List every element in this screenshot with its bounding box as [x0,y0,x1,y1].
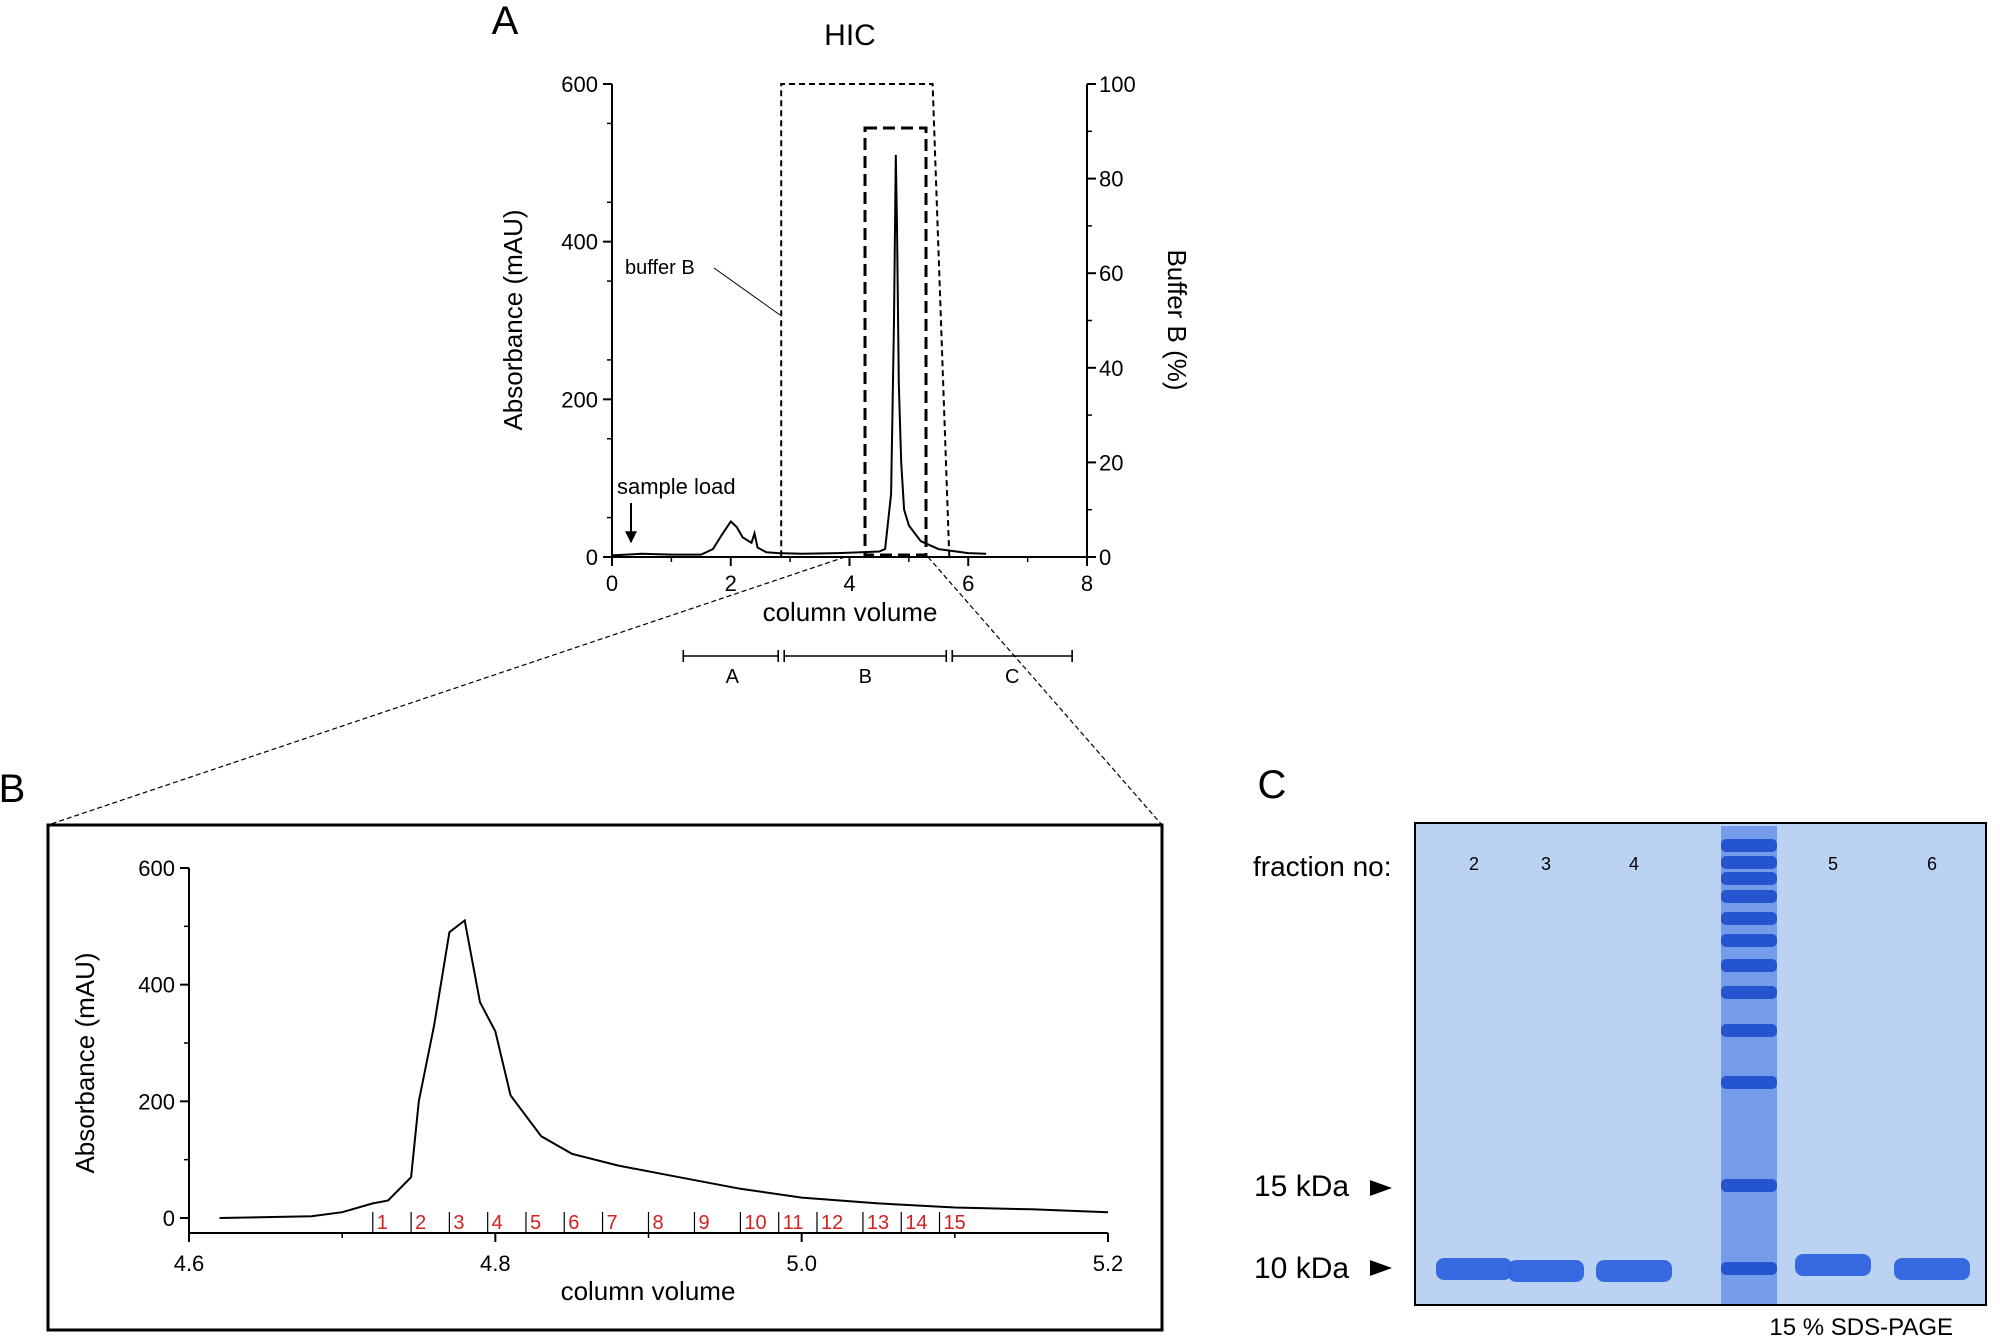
fraction-ranges: A B C [682,650,1073,688]
b-y-axis-label: Absorbance (mAU) [70,952,100,1173]
a-y-tick-label: 200 [561,387,598,412]
gel-lane-label: 2 [1469,854,1479,874]
b-y-tick-label: 200 [138,1089,175,1114]
b-y-tick-label: 400 [138,973,175,998]
ladder-band [1721,1024,1777,1037]
ladder-band [1721,986,1777,999]
fraction-marker-label: 6 [568,1212,579,1234]
ladder-band [1721,872,1777,885]
ladder-band [1721,1179,1777,1192]
a-y-tick-label: 400 [561,230,598,255]
marker-10kda: 10 kDa [1254,1252,1349,1285]
fraction-marker-label: 10 [744,1212,766,1234]
gel-image [1414,822,1987,1306]
ladder-band [1721,959,1777,972]
gel-ladder [1721,826,1777,1304]
a-x-axis-label: column volume [763,597,938,627]
fraction-marker-label: 2 [415,1212,426,1234]
b-x-axis-label: column volume [561,1276,736,1306]
gel-band [1436,1258,1512,1280]
gel-caption: 15 % SDS-PAGE [1769,1314,1953,1340]
fraction-markers: 1 2 3 4 5 6 7 8 9 10 11 12 13 14 15 [372,1212,966,1234]
fraction-range-label: A [726,666,740,688]
gel-header: fraction no: [1253,851,1392,882]
a-y2-axis-label: Buffer B (%) [1162,249,1192,390]
fraction-marker-label: 8 [653,1212,664,1234]
panel-c: C fraction no: 2 3 4 5 6 15 kDa 10 kDa 15 % … [1253,763,1987,1340]
panel-c-letter: C [1258,763,1287,807]
b-ticks: 4.6 4.8 5.0 5.2 0 200 400 600 [138,856,1123,1276]
a-y2-tick-label: 100 [1099,72,1136,97]
absorbance-line [611,154,987,557]
fraction-marker-label: 11 [783,1212,804,1234]
ladder-band [1721,839,1777,852]
a-y-axis-label: Absorbance (mAU) [498,209,528,430]
buffer-b-annotation-line [713,267,781,316]
ladder-smear [1721,826,1777,1304]
sample-load-annotation: sample load [617,474,736,499]
zoom-absorbance-line [219,918,1109,1219]
buffer-b-annotation: buffer B [625,257,695,279]
fraction-marker-label: 14 [905,1212,927,1234]
b-x-tick-label: 5.2 [1093,1251,1124,1276]
a-x-tick-label: 0 [606,571,618,596]
gel-lane-label: 5 [1828,854,1838,874]
gel-lane-label: 4 [1629,854,1639,874]
a-x-tick-label: 6 [962,571,974,596]
a-y2-tick-label: 60 [1099,261,1123,286]
a-x-tick-label: 4 [843,571,855,596]
b-y-tick-label: 600 [138,856,175,881]
panel-b-letter: B [0,767,25,811]
b-x-tick-label: 4.8 [480,1251,511,1276]
fraction-range-label: B [859,666,872,688]
marker-15kda: 15 kDa [1254,1170,1349,1203]
panel-a-letter: A [492,0,519,43]
panel-b-frame [46,823,1164,1332]
fraction-marker-label: 3 [453,1212,464,1234]
gel-lane-label: 3 [1541,854,1551,874]
fraction-marker-label: 5 [530,1212,541,1234]
ladder-band [1721,856,1777,869]
a-y2-tick-label: 40 [1099,356,1123,381]
a-y2-tick-label: 20 [1099,450,1123,475]
ladder-band [1721,890,1777,903]
ladder-band [1721,912,1777,925]
fraction-marker-label: 7 [607,1212,618,1234]
b-x-tick-label: 5.0 [786,1251,817,1276]
fraction-marker-label: 1 [377,1212,388,1234]
fraction-marker-label: 9 [698,1212,709,1234]
ladder-band [1721,934,1777,947]
zoom-connector-left [47,556,846,826]
fraction-marker-label: 12 [821,1212,843,1234]
marker-10kda-arrow [1370,1260,1392,1276]
gel-band [1596,1260,1672,1282]
b-x-tick-label: 4.6 [174,1251,205,1276]
b-y-tick-label: 0 [163,1206,175,1231]
gel-band [1508,1260,1584,1282]
a-y-tick-label: 600 [561,72,598,97]
gel-band [1795,1254,1871,1276]
fraction-marker-label: 15 [944,1212,966,1234]
gel-lane-label: 6 [1927,854,1937,874]
gel-band [1894,1258,1970,1280]
fraction-range-label: C [1005,666,1019,688]
chart-a-title: HIC [824,19,876,52]
zoom-box [863,126,928,557]
fraction-marker-label: 13 [867,1212,889,1234]
a-x-tick-label: 8 [1081,571,1093,596]
ladder-band [1721,1076,1777,1089]
ladder-band [1721,1262,1777,1275]
fraction-marker-label: 4 [492,1212,503,1234]
zoom-connector-right [927,556,1163,826]
a-y2-tick-label: 80 [1099,167,1123,192]
gel-lanes: 2 3 4 5 6 [1436,854,1970,1282]
marker-15kda-arrow [1370,1180,1392,1196]
a-y2-tick-label: 0 [1099,545,1111,570]
a-y-tick-label: 0 [586,545,598,570]
a-x-tick-label: 2 [725,571,737,596]
